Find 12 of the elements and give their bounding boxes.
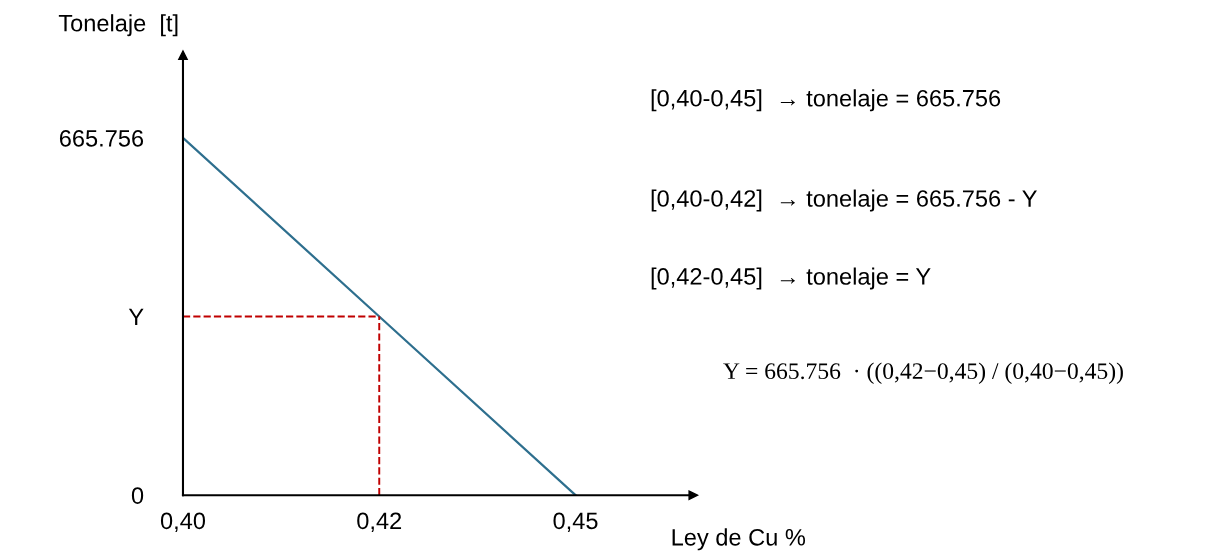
- annotation: [0,42-0,45] → tonelaje = Y: [651, 267, 931, 290]
- y-tick-label: 665.756: [59, 129, 144, 147]
- annotation: [0,40-0,42] → tonelaje = 665.756 - Y: [651, 189, 1037, 212]
- y-tick-label: 0: [131, 487, 144, 504]
- y-axis-title: Tonelaje [t]: [58, 14, 178, 37]
- y-tick-label: Y: [128, 308, 144, 326]
- annotation: [0,40-0,45] → tonelaje = 665.756: [651, 89, 1001, 112]
- x-tick-label: 0,40: [160, 512, 206, 532]
- x-axis-title: Ley de Cu %: [672, 528, 806, 551]
- x-tick-label: 0,45: [553, 512, 598, 532]
- x-tick-label: 0,42: [357, 512, 402, 532]
- text: Y = 665.756 · ((0,42−0,45) / (0,40−0,45)): [723, 362, 1123, 384]
